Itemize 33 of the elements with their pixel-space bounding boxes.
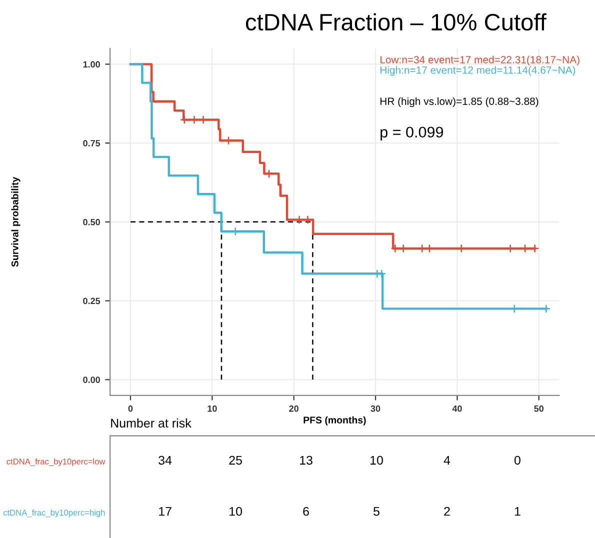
y-tick-label: ctDNA_frac_by10perc=low <box>6 458 106 466</box>
data-label: 6 <box>303 506 309 516</box>
y-tick-label: 0.75 <box>83 140 100 146</box>
data-label: 17 <box>159 507 172 516</box>
x-tick-label: 30 <box>370 405 380 412</box>
y-axis-title: Survival probability <box>11 176 20 267</box>
data-label: 10 <box>370 456 383 465</box>
x-tick-label: 20 <box>289 405 298 412</box>
x-tick-label: 10 <box>208 405 217 412</box>
y-tick-label: 0.25 <box>83 298 100 304</box>
y-tick-label: 0.50 <box>83 218 100 226</box>
chart-title: Number at risk <box>111 418 192 428</box>
data-label: 10 <box>230 506 242 516</box>
x-tick-label: 0 <box>128 405 133 412</box>
data-label: 1 <box>514 507 520 516</box>
data-label: 4 <box>444 456 450 465</box>
data-label: 25 <box>229 456 242 465</box>
data-label: 13 <box>300 456 312 465</box>
y-tick-label: 0.00 <box>83 376 100 384</box>
annotation: Low:n=34 event=17 med=22.31(18.17~NA) <box>380 56 580 66</box>
x-axis-title: PFS (months) <box>304 416 366 426</box>
data-label: 2 <box>444 506 450 516</box>
annotation: p = 0.099 <box>380 126 444 141</box>
annotation: High:n=17 event=12 med=11.14(4.67~NA) <box>380 66 576 76</box>
y-tick-label: ctDNA_frac_by10perc=high <box>3 509 105 518</box>
data-label: 34 <box>158 456 172 465</box>
chart-title: ctDNA Fraction – 10% Cutoff <box>246 13 546 31</box>
data-label: 0 <box>514 456 520 465</box>
y-tick-label: 1.00 <box>83 61 100 68</box>
x-tick-label: 40 <box>452 405 462 412</box>
x-tick-label: 50 <box>534 405 544 412</box>
data-label: 5 <box>374 507 380 516</box>
annotation: HR (high vs.low)=1.85 (0.88~3.88) <box>380 97 538 108</box>
